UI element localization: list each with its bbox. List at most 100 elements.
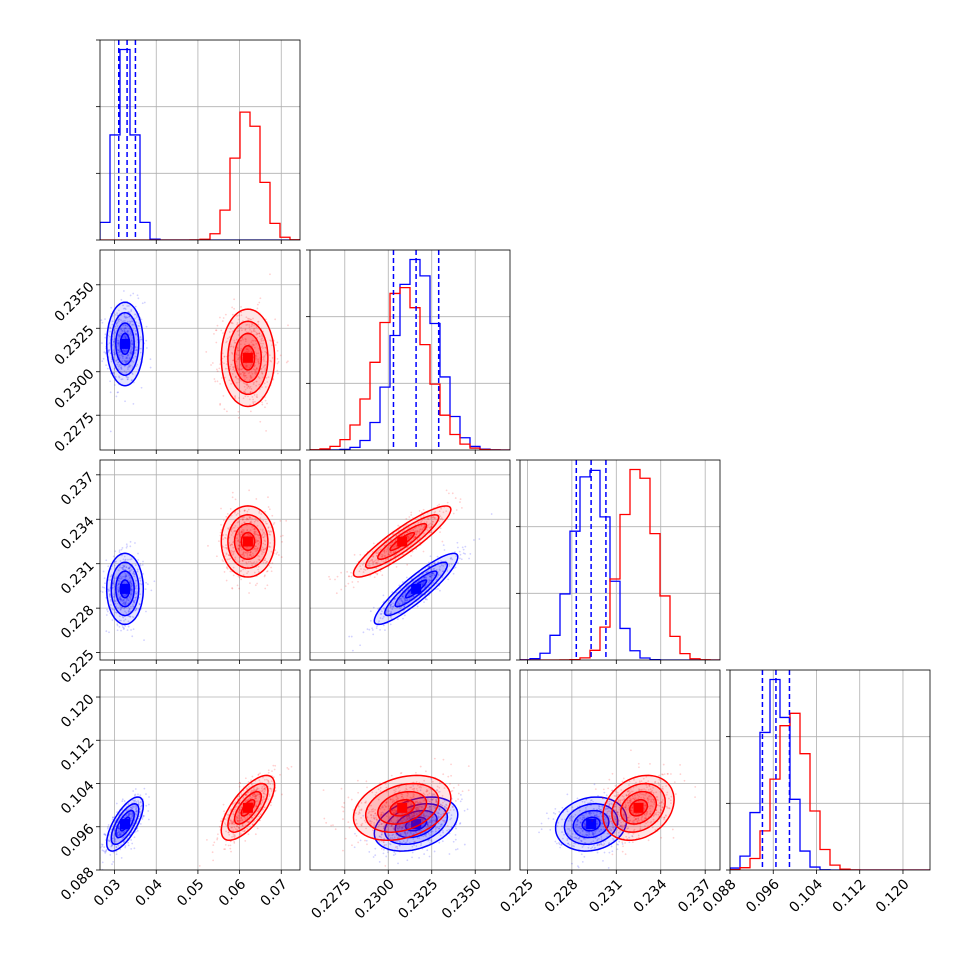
scatter-point xyxy=(241,516,244,519)
scatter-point xyxy=(432,581,435,584)
scatter-point xyxy=(231,496,234,499)
scatter-point xyxy=(386,557,389,560)
scatter-point xyxy=(385,855,388,858)
scatter-point xyxy=(142,814,145,817)
scatter-point xyxy=(117,586,119,589)
scatter-point xyxy=(401,595,404,597)
scatter-point xyxy=(134,812,137,815)
scatter-point xyxy=(118,813,120,816)
scatter-point xyxy=(119,596,122,599)
scatter-point xyxy=(231,313,234,316)
scatter-point xyxy=(425,577,427,580)
scatter-point xyxy=(276,369,279,372)
scatter-point xyxy=(236,315,238,317)
scatter-point xyxy=(124,602,127,605)
scatter-point xyxy=(119,848,122,851)
scatter-point xyxy=(216,324,219,327)
scatter-point xyxy=(229,544,232,547)
scatter-point xyxy=(118,350,121,353)
scatter-point xyxy=(127,599,130,602)
scatter-point xyxy=(137,324,139,327)
scatter-point xyxy=(113,353,116,356)
scatter-point xyxy=(243,382,246,385)
scatter-point xyxy=(219,402,222,405)
scatter-point xyxy=(249,391,252,394)
scatter-point xyxy=(401,581,404,583)
scatter-point xyxy=(133,313,136,316)
scatter-point xyxy=(246,546,248,549)
scatter-point xyxy=(113,577,115,580)
scatter-point xyxy=(102,570,105,573)
scatter-point xyxy=(451,492,454,495)
scatter-point xyxy=(340,787,343,790)
scatter-point xyxy=(130,342,133,345)
scatter-point xyxy=(127,814,130,817)
scatter-point xyxy=(444,563,447,566)
scatter-point xyxy=(238,587,241,590)
scatter-point xyxy=(430,531,433,534)
scatter-point xyxy=(252,554,255,557)
scatter-point xyxy=(135,808,137,811)
scatter-point xyxy=(239,534,241,536)
scatter-point xyxy=(446,825,449,827)
scatter-point xyxy=(232,346,235,349)
scatter-point xyxy=(433,567,436,570)
scatter-point xyxy=(123,830,126,833)
scatter-point xyxy=(403,598,406,600)
scatter-point xyxy=(253,797,256,800)
scatter-point xyxy=(231,321,233,324)
scatter-point xyxy=(131,815,134,818)
scatter-point xyxy=(261,528,264,531)
scatter-point xyxy=(236,367,239,370)
scatter-point xyxy=(454,551,456,553)
scatter-point xyxy=(359,644,362,647)
scatter-point xyxy=(379,613,382,615)
scatter-point xyxy=(440,507,442,510)
scatter-point xyxy=(118,357,121,359)
scatter-point xyxy=(234,394,237,397)
scatter-point xyxy=(390,615,393,618)
scatter-point xyxy=(226,367,229,370)
scatter-point xyxy=(245,331,248,334)
scatter-point xyxy=(114,840,117,843)
scatter-point xyxy=(249,529,252,531)
histogram-step xyxy=(100,111,300,240)
scatter-point xyxy=(240,314,243,317)
scatter-point xyxy=(452,572,455,575)
scatter-point xyxy=(111,608,114,611)
scatter-point xyxy=(120,366,122,369)
scatter-point xyxy=(358,570,361,573)
scatter-point xyxy=(272,523,275,526)
scatter-point xyxy=(274,764,277,767)
scatter-point xyxy=(130,807,133,810)
scatter-point xyxy=(243,521,245,524)
scatter-point xyxy=(264,520,267,523)
scatter-point xyxy=(454,833,457,836)
scatter-point xyxy=(101,360,104,363)
scatter-point xyxy=(368,560,371,563)
scatter-point xyxy=(127,366,129,369)
scatter-point xyxy=(277,361,280,363)
scatter-point xyxy=(121,599,124,602)
scatter-point xyxy=(248,379,251,382)
scatter-point xyxy=(261,401,264,404)
scatter-point xyxy=(380,847,383,850)
scatter-point xyxy=(242,518,244,521)
scatter-point xyxy=(271,562,274,565)
scatter-point xyxy=(253,368,256,371)
scatter-point xyxy=(114,825,117,828)
scatter-point xyxy=(250,331,253,334)
scatter-point xyxy=(125,575,128,578)
scatter-point xyxy=(129,294,132,297)
scatter-point xyxy=(395,535,398,538)
scatter-point xyxy=(127,813,130,815)
scatter-point xyxy=(130,334,133,337)
scatter-point xyxy=(241,553,244,556)
scatter-point xyxy=(421,592,424,595)
scatter-point xyxy=(259,297,262,300)
scatter-point xyxy=(109,594,111,597)
scatter-point xyxy=(136,570,139,573)
scatter-point xyxy=(122,841,125,844)
scatter-point xyxy=(141,804,143,807)
